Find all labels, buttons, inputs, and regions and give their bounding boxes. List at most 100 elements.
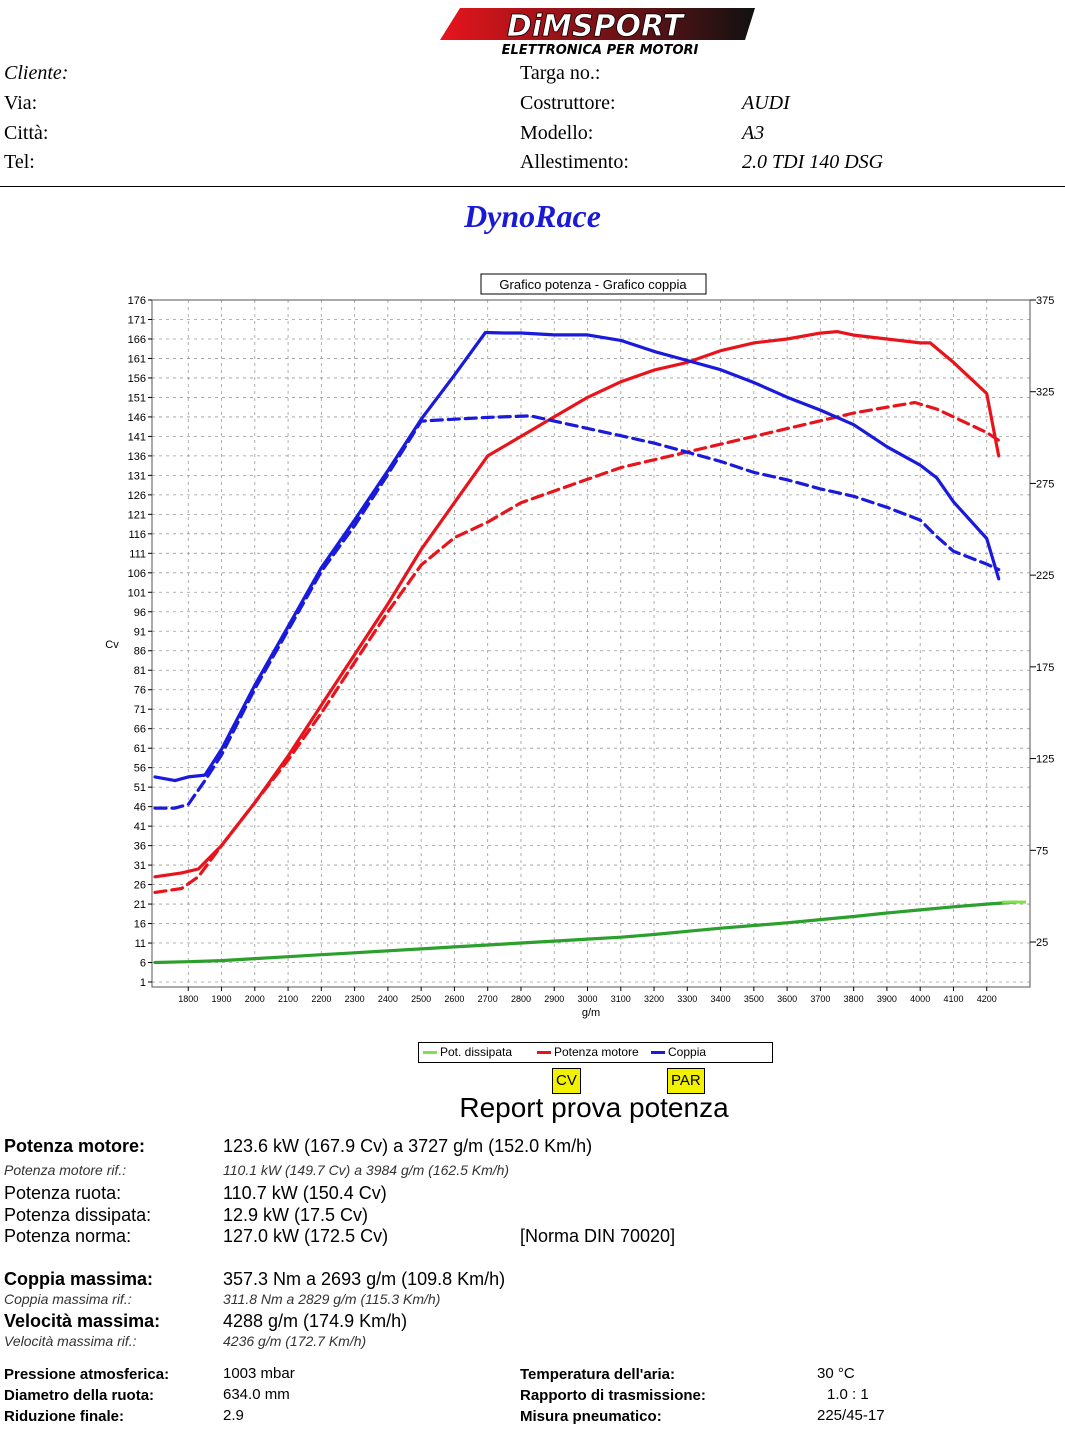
header-divider <box>0 186 1065 187</box>
tel-label: Tel: <box>4 151 35 173</box>
chart-title-box <box>480 273 707 295</box>
x-tick-label: 2600 <box>444 994 464 1004</box>
potenza-motore-label: Potenza motore: <box>4 1136 146 1156</box>
y-tick-label: 6 <box>140 958 146 970</box>
series-line-pot-dissipata <box>153 900 1018 965</box>
y-tick-label: 156 <box>128 373 146 385</box>
logo-tagline: ELETTRONICA PER MOTORI <box>502 43 699 58</box>
y-tick-label: 46 <box>134 802 146 814</box>
y2-tick-label: 175 <box>1036 662 1054 674</box>
y-tick-label: 136 <box>128 451 146 463</box>
y2-tick-label: 225 <box>1036 570 1054 582</box>
x-tick-label: 3300 <box>677 994 697 1004</box>
y2-tick-label: 375 <box>1036 295 1054 307</box>
chart-legend: Pot. dissipata Potenza motore Coppia <box>418 1042 773 1063</box>
potenza-ruota-label: Potenza ruota: <box>4 1183 122 1203</box>
y-tick-label: 51 <box>134 782 146 794</box>
y-tick-label: 26 <box>134 880 146 892</box>
pressione-value: 1003 mbar <box>223 1365 295 1382</box>
rapporto-value: 1.0 : 1 <box>827 1386 869 1403</box>
pneumatico-label: Misura pneumatico: <box>520 1408 662 1425</box>
x-tick-label: 3000 <box>577 994 597 1004</box>
x-tick-label: 3800 <box>844 994 864 1004</box>
cv-tag: CV <box>552 1068 581 1094</box>
y-tick-label: 111 <box>129 548 146 560</box>
coppia-label: Coppia massima: <box>4 1269 154 1289</box>
coppia-rif-label: Coppia massima rif.: <box>4 1291 132 1307</box>
cliente-label: Cliente: <box>4 62 69 84</box>
costruttore-value: AUDI <box>742 92 790 114</box>
series-line-coppia <box>153 330 1001 783</box>
rapporto-label: Rapporto di trasmissione: <box>520 1387 706 1404</box>
y-tick-label: 96 <box>134 607 146 619</box>
potenza-norma-value: 127.0 kW (172.5 Cv) <box>223 1226 389 1246</box>
potenza-motore-rif-label: Potenza motore rif.: <box>4 1162 127 1178</box>
riduzione-value: 2.9 <box>223 1407 244 1424</box>
x-tick-label: 2100 <box>278 994 298 1004</box>
y-tick-label: 166 <box>128 334 146 346</box>
y-tick-label: 56 <box>134 763 146 775</box>
potenza-dissipata-value: 12.9 kW (17.5 Cv) <box>223 1205 369 1225</box>
y-tick-label: 86 <box>134 646 146 658</box>
y-tick-label: 41 <box>134 821 146 833</box>
riduzione-label: Riduzione finale: <box>4 1408 124 1425</box>
y-tick-label: 1 <box>140 977 146 989</box>
y-tick-label: 76 <box>134 685 146 697</box>
targa-label: Targa no.: <box>520 62 601 84</box>
y-tick-label: 116 <box>128 529 146 541</box>
chart-grid <box>152 299 1030 987</box>
x-tick-label: 3100 <box>611 994 631 1004</box>
series-line-coppia-rif- <box>153 414 1001 810</box>
legend-swatch-dissipata <box>423 1051 437 1055</box>
y-tick-label: 81 <box>134 665 146 677</box>
power-torque-chart: 1761711661611561511461411361311261211161… <box>105 273 1054 1019</box>
chart-title: Grafico potenza - Grafico coppia <box>499 277 687 292</box>
y-tick-label: 101 <box>128 587 146 599</box>
x-tick-label: 2800 <box>511 994 531 1004</box>
y2-tick-label: 275 <box>1036 478 1054 490</box>
y-tick-label: 121 <box>128 509 146 521</box>
x-tick-label: 3900 <box>877 994 897 1004</box>
temperatura-label: Temperatura dell'aria: <box>520 1366 676 1383</box>
modello-label: Modello: <box>520 122 594 144</box>
x-tick-label: 2000 <box>245 994 265 1004</box>
x-tick-label: 3400 <box>711 994 731 1004</box>
right-axis-ticks: 375 325 275 225 175 125 75 25 <box>1030 295 1054 949</box>
via-label: Via: <box>4 92 38 114</box>
x-tick-label: 2200 <box>311 994 331 1004</box>
y-tick-label: 161 <box>128 353 146 365</box>
coppia-rif-value: 311.8 Nm a 2829 g/m (115.3 Km/h) <box>223 1291 441 1307</box>
y2-tick-label: 325 <box>1036 387 1054 399</box>
y-tick-label: 31 <box>134 860 146 872</box>
x-tick-label: 2700 <box>478 994 498 1004</box>
y-tick-label: 16 <box>134 919 146 931</box>
dimsport-logo: DiMSPORT ELETTRONICA PER MOTORI <box>440 8 755 58</box>
costruttore-label: Costruttore: <box>520 92 616 114</box>
x-tick-label: 3700 <box>810 994 830 1004</box>
x-tick-label: 4100 <box>943 994 963 1004</box>
diametro-value: 634.0 mm <box>223 1386 290 1403</box>
citta-label: Città: <box>4 122 49 144</box>
y-tick-label: 126 <box>128 490 146 502</box>
x-tick-label: 4200 <box>977 994 997 1004</box>
x-tick-label: 2400 <box>378 994 398 1004</box>
x-tick-label: 1900 <box>212 994 232 1004</box>
y-tick-label: 171 <box>128 314 146 326</box>
modello-value: A3 <box>742 122 765 144</box>
allestimento-value: 2.0 TDI 140 DSG <box>742 151 884 173</box>
potenza-dissipata-label: Potenza dissipata: <box>4 1205 152 1225</box>
legend-coppia: Coppia <box>651 1045 706 1059</box>
y-tick-label: 176 <box>128 295 146 307</box>
velocita-label: Velocità massima: <box>4 1311 161 1331</box>
potenza-motore-rif-value: 110.1 kW (149.7 Cv) a 3984 g/m (162.5 Km… <box>223 1162 510 1178</box>
par-tag: PAR <box>667 1068 705 1094</box>
x-tick-label: 4000 <box>910 994 930 1004</box>
y-tick-label: 141 <box>128 431 146 443</box>
y-tick-label: 21 <box>134 899 146 911</box>
x-tick-label: 2500 <box>411 994 431 1004</box>
y-tick-label: 91 <box>134 626 146 638</box>
plot-frame <box>151 299 1031 988</box>
series-layer <box>153 330 1027 965</box>
y2-tick-label: 25 <box>1036 937 1048 949</box>
y-tick-label: 146 <box>128 412 146 424</box>
